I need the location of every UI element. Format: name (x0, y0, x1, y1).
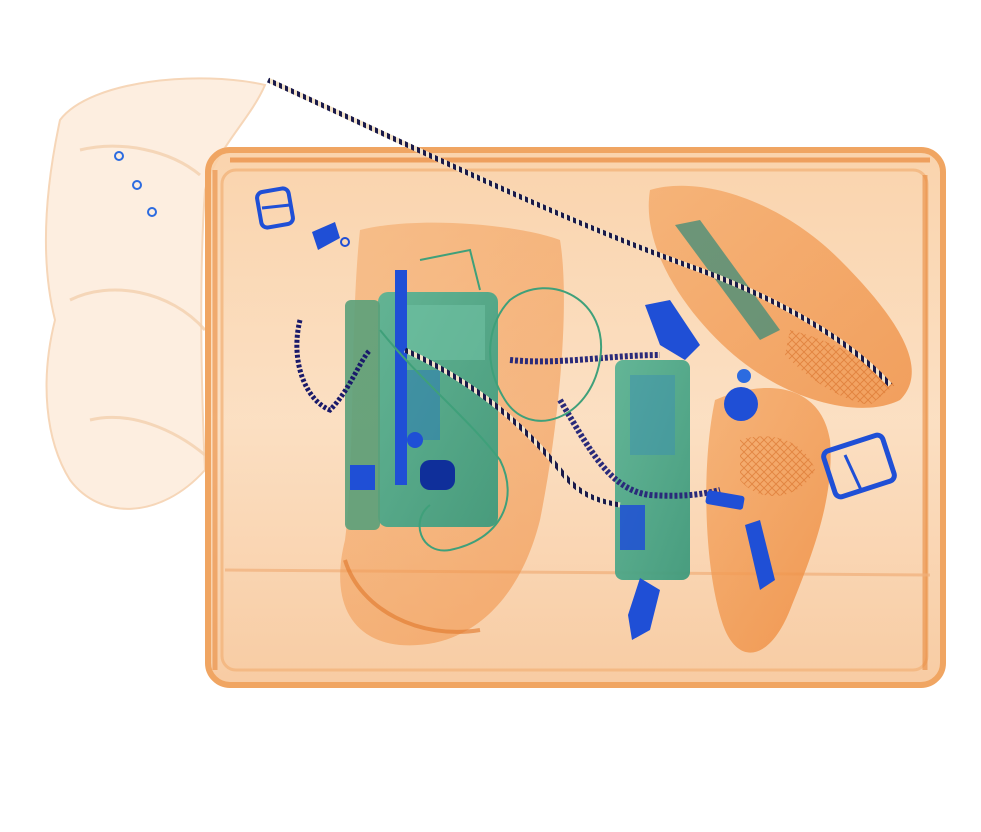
phone-left (345, 270, 498, 530)
buckle-left (255, 186, 295, 230)
shoe-right-bottom (706, 388, 831, 653)
cloth-bundle (44, 77, 267, 510)
phone-right (615, 360, 690, 580)
headphone-cable (379, 248, 603, 552)
zipper-wire (266, 77, 892, 508)
clip-small (312, 222, 350, 250)
usb-plug (628, 300, 745, 640)
coiled-cable (294, 319, 721, 499)
buckle-right (821, 432, 897, 500)
round-disc (724, 369, 758, 421)
